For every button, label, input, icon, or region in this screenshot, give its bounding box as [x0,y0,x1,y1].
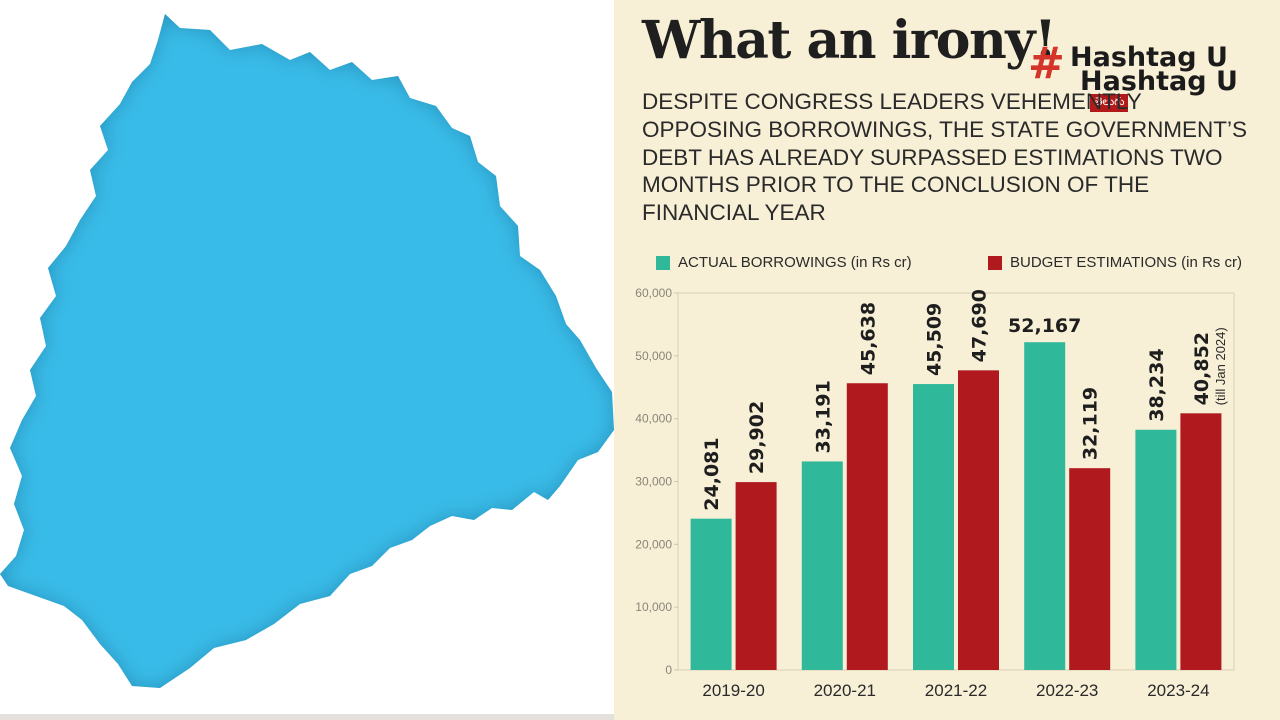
data-label: 40,852 [1191,332,1213,405]
bar-chart: 0 10,000 20,000 30,000 40,000 50,000 60,000 24,… [635,286,1235,700]
bar [913,384,954,670]
y-tick-label: 60,000 [635,286,672,300]
legend-swatch-actual [656,255,670,270]
y-tick-label: 40,000 [635,412,672,426]
map-panel [0,0,614,720]
x-tick-label: 2020-21 [814,681,876,700]
x-tick-label: 2022-23 [1036,681,1098,700]
data-label: 45,638 [857,302,879,375]
y-tick-label: 10,000 [635,600,672,614]
bar [1180,413,1222,670]
data-label: 45,509 [924,303,946,376]
watermark-text-shadow: Hashtag U [1080,66,1238,97]
y-tick-label: 20,000 [635,537,672,551]
bar [690,518,732,670]
annotation-label: (till Jan 2024) [1213,327,1228,405]
data-label: 32,119 [1080,387,1102,460]
telangana-map-icon [0,14,614,688]
infographic-panel: What an irony! # Hashtag U Hashtag U తెల… [614,0,1280,720]
hashtag-symbol: # [1028,38,1065,89]
y-tick-label: 50,000 [635,349,672,363]
bar [846,383,888,670]
bar [958,370,999,670]
x-tick-label: 2019-20 [702,681,764,700]
bottom-strip [0,714,614,720]
data-label: 24,081 [701,437,723,510]
data-label: 52,167 [1008,315,1081,337]
legend-label-actual: ACTUAL BORROWINGS (in Rs cr) [678,254,912,271]
legend-swatch-budget [988,255,1002,270]
chart-legend: ACTUAL BORROWINGS (in Rs cr) BUDGET ESTI… [656,254,1266,274]
y-tick-label: 30,000 [635,475,672,489]
legend-label-budget: BUDGET ESTIMATIONS (in Rs cr) [1010,254,1242,271]
x-tick-label: 2023-24 [1147,681,1209,700]
legend-item-actual: ACTUAL BORROWINGS (in Rs cr) [656,254,912,271]
y-tick-label: 0 [665,663,672,677]
legend-item-budget: BUDGET ESTIMATIONS (in Rs cr) [988,254,1242,271]
data-label: 38,234 [1146,348,1168,421]
x-tick-label: 2021-22 [925,681,987,700]
watermark-text: Hashtag U [1070,42,1228,73]
subheadline: DESPITE CONGRESS LEADERS VEHEMENTLY OPPO… [642,89,1248,226]
data-label: 29,902 [746,401,768,474]
bar [1069,468,1111,670]
data-label: 33,191 [812,380,834,453]
bar [1024,342,1066,670]
hashtag-logo-icon: # Hashtag U Hashtag U తెలుగు [1028,38,1268,118]
data-label: 47,690 [969,289,991,362]
bar [1135,429,1177,670]
bar [801,461,843,670]
watermark-badge: తెలుగు [1090,94,1129,112]
map-shape [0,14,614,688]
headline: What an irony! [642,10,1057,71]
bar [735,482,777,670]
